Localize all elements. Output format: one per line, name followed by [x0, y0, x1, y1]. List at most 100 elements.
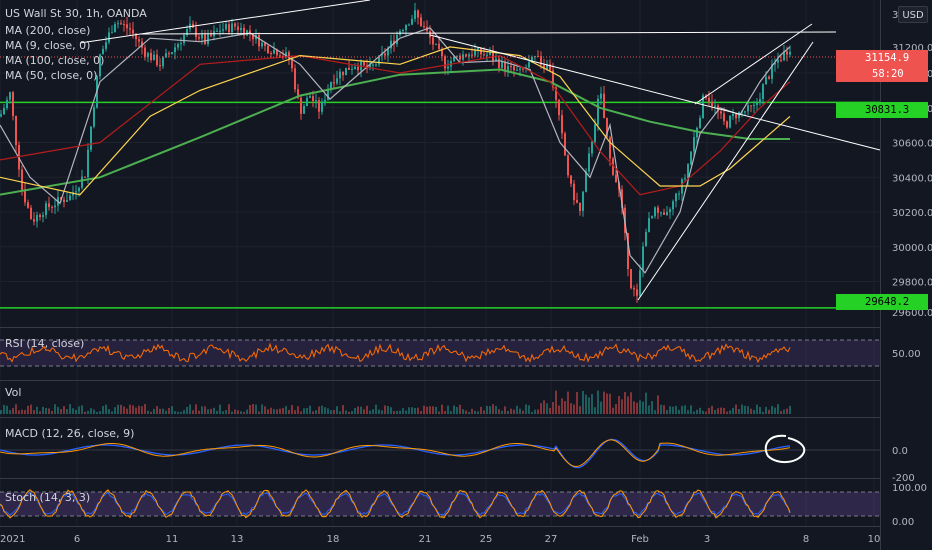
last-price-badge: 31154.9	[836, 50, 928, 66]
candle-body	[765, 76, 767, 85]
candle-body	[600, 93, 602, 99]
stoch-title[interactable]: Stoch (14, 3, 3)	[5, 491, 91, 504]
candle-body	[195, 27, 197, 38]
ma-line	[0, 27, 791, 274]
pane-tick-label: 100.00	[892, 483, 927, 494]
volume-bar	[150, 411, 152, 414]
candle-body	[651, 216, 653, 219]
volume-bar	[786, 408, 788, 414]
candle-body	[252, 33, 254, 40]
candle-body	[243, 27, 245, 36]
candle-body	[519, 68, 521, 70]
candle-body	[150, 52, 152, 61]
candle-body	[516, 69, 518, 71]
candle-body	[105, 42, 107, 49]
volume-bar	[441, 404, 443, 414]
candle-body	[207, 34, 209, 45]
candle-body	[342, 71, 344, 76]
volume-bar	[333, 410, 335, 414]
candle-body	[198, 37, 200, 39]
volume-bar	[615, 404, 617, 414]
candle-body	[456, 55, 458, 57]
volume-bar	[183, 410, 185, 414]
ma-line	[0, 54, 791, 196]
volume-bar	[297, 406, 299, 414]
volume-bar	[342, 405, 344, 414]
volume-bar	[456, 407, 458, 414]
x-tick-label: 10	[868, 534, 881, 545]
candle-body	[606, 118, 608, 138]
volume-bar	[240, 411, 242, 414]
volume-bar	[174, 411, 176, 414]
volume-bar	[309, 405, 311, 414]
candle-body	[222, 29, 224, 31]
candle-body	[762, 84, 764, 100]
volume-bar	[783, 409, 785, 414]
trendline-top-left	[79, 0, 371, 44]
volume-bar	[780, 411, 782, 414]
volume-bar	[444, 410, 446, 414]
volume-bar	[633, 401, 635, 414]
volume-bar	[699, 407, 701, 414]
candle-body	[21, 169, 23, 191]
x-tick-label: 11	[166, 534, 179, 545]
macd-line	[0, 438, 791, 469]
volume-bar	[717, 408, 719, 414]
candle-body	[90, 126, 92, 150]
candle-body	[729, 115, 731, 128]
ma-legend-200[interactable]: MA (200, close)	[5, 24, 91, 37]
volume-bar	[144, 404, 146, 414]
volume-bar	[300, 411, 302, 414]
ma-legend-50[interactable]: MA (50, close, 0)	[5, 69, 98, 82]
candle-body	[462, 54, 464, 60]
volume-bar	[9, 410, 11, 414]
volume-bar	[603, 391, 605, 414]
candle-body	[279, 55, 281, 57]
volume-bar	[156, 406, 158, 414]
candle-body	[702, 95, 704, 118]
candle-body	[120, 23, 122, 25]
vol-title[interactable]: Vol	[5, 386, 22, 399]
currency-button[interactable]: USD	[898, 6, 928, 23]
candle-body	[543, 64, 545, 70]
volume-bar	[672, 406, 674, 414]
volume-bar	[756, 404, 758, 414]
volume-bar	[384, 405, 386, 414]
volume-bar	[207, 409, 209, 414]
candle-body	[117, 23, 119, 25]
volume-bar	[702, 410, 704, 414]
x-tick-label: 13	[231, 534, 244, 545]
candle-body	[228, 24, 230, 33]
candle-body	[771, 64, 773, 79]
rsi-title[interactable]: RSI (14, close)	[5, 337, 85, 350]
volume-bar	[234, 409, 236, 414]
volume-bar	[774, 407, 776, 414]
macd-title[interactable]: MACD (12, 26, close, 9)	[5, 427, 135, 440]
x-tick-label: 2021	[0, 534, 25, 545]
candle-body	[429, 31, 431, 38]
volume-bar	[450, 411, 452, 414]
candle-body	[696, 127, 698, 138]
volume-bar	[657, 395, 659, 414]
candle-body	[147, 52, 149, 57]
candle-body	[78, 187, 80, 192]
candle-body	[129, 28, 131, 30]
volume-bar	[171, 406, 173, 414]
candle-body	[297, 89, 299, 98]
ma-legend-100[interactable]: MA (100, close, 0)	[5, 54, 105, 67]
pane-tick-label: 50.00	[892, 349, 921, 360]
volume-bar	[78, 406, 80, 414]
candle-body	[114, 24, 116, 33]
ma-legend-9[interactable]: MA (9, close, 0)	[5, 39, 91, 52]
symbol-title[interactable]: US Wall St 30, 1h, OANDA	[5, 7, 147, 20]
candle-body	[459, 55, 461, 60]
volume-bar	[432, 406, 434, 414]
volume-bar	[585, 394, 587, 414]
candle-body	[486, 54, 488, 56]
volume-bar	[576, 392, 578, 414]
volume-bar	[687, 410, 689, 414]
candle-body	[300, 97, 302, 114]
volume-bar	[111, 411, 113, 414]
volume-bar	[180, 411, 182, 414]
